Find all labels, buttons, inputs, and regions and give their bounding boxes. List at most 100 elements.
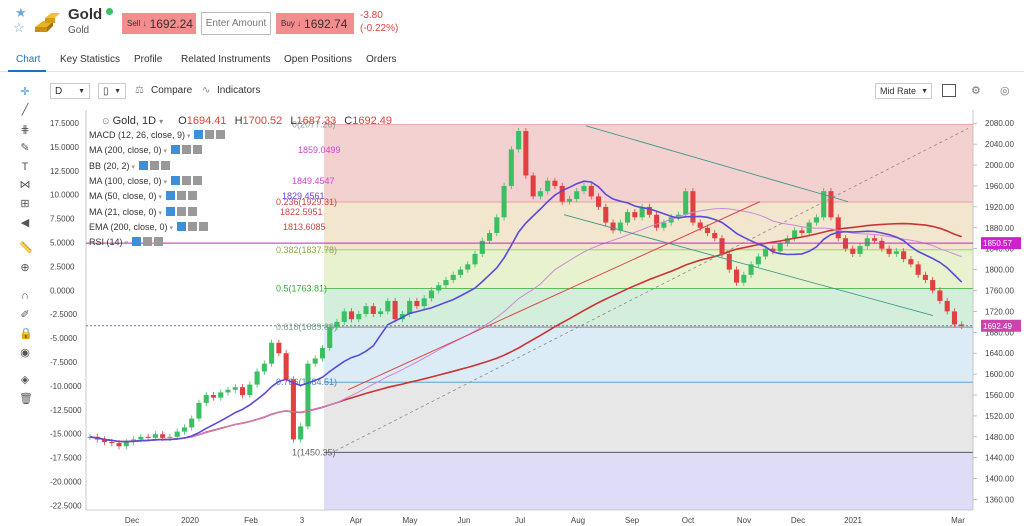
stay-drawing-icon[interactable]: ✐ [20,309,30,321]
lock-icon[interactable]: 🔒 [19,328,33,340]
fullscreen-icon[interactable] [942,84,956,97]
projection-tool-icon[interactable]: ⊞ [20,198,30,210]
time-axis-tick: Dec [125,516,139,525]
pattern-tool-icon[interactable]: ⋈ [19,179,31,191]
indicator-legend-row[interactable]: RSI (14) ▾ [89,237,163,247]
sell-button[interactable]: Sell ↓ 1692.24 [122,13,196,34]
indicator-close-icon[interactable] [160,160,170,170]
indicator-gear-icon[interactable] [176,206,186,216]
ma200-line [89,207,962,443]
indicator-gear-icon[interactable] [176,191,186,201]
indicator-name: MA (50, close, 0) [89,191,157,202]
price-type-select[interactable]: Mid Rate ▼ [875,83,932,99]
indicator-legend-row[interactable]: MA (21, close, 0) ▾ [89,206,197,217]
chevron-down-icon[interactable]: ▾ [161,178,169,186]
layers-icon[interactable]: ◈ [20,374,30,386]
magnet-icon[interactable]: ∩ [21,290,29,302]
indicator-eye-icon[interactable] [138,160,148,170]
zoom-in-icon[interactable]: ⊕ [20,262,30,274]
tab-orders[interactable]: Orders [366,54,397,65]
chevron-down-icon[interactable]: ▾ [161,148,169,156]
fib-zone [324,249,973,289]
candle-body [407,300,413,314]
candle-body [457,269,464,275]
trendline-icon[interactable]: ╱ [21,104,29,116]
indicator-gear-icon[interactable] [149,160,159,170]
indicator-eye-icon[interactable] [176,221,186,231]
chevron-down-icon[interactable]: ▾ [156,194,164,202]
indicator-close-icon[interactable] [216,130,226,139]
indicator-legend-row[interactable]: MA (200, close, 0) ▾ [89,145,202,155]
chevron-down-icon[interactable]: ▾ [185,133,193,140]
watchlist-star-icon[interactable]: ★ [15,5,27,20]
trash-icon[interactable]: 🗑 [19,393,33,405]
alert-star-outline-icon[interactable]: ☆ [13,20,25,35]
indicator-name: RSI (14) [89,237,123,248]
macd-axis-tick: 0.0000 [50,286,75,295]
text-tool-icon[interactable]: T [21,161,29,173]
indicator-legend-row[interactable]: EMA (200, close, 0) ▾ [89,221,208,232]
indicator-close-icon[interactable] [198,221,208,231]
ruler-icon[interactable]: 📏 [19,242,33,254]
candle-body [436,285,442,291]
indicator-close-icon[interactable] [187,191,197,201]
instrument-header: ★ ☆ Gold Gold Sell ↓ 1692.24 Enter Amoun… [0,0,1024,44]
candle-body [654,214,660,228]
fib-level-label: 0.236(1929.31) [276,197,337,207]
indicator-legend-row[interactable]: MA (100, close, 0) ▾ [89,175,202,186]
eye-icon[interactable]: ◉ [20,347,30,359]
indicator-eye-icon[interactable] [131,237,141,247]
indicator-close-icon[interactable] [187,206,197,216]
crosshair-icon[interactable]: ✛ [20,86,30,98]
brush-icon[interactable]: ✎ [20,142,30,154]
candle-body [930,280,936,291]
indicator-gear-icon[interactable] [187,221,197,231]
chevron-down-icon[interactable]: ▾ [129,163,137,171]
indicator-close-icon[interactable] [192,175,202,185]
back-arrow-icon[interactable]: ◀ [20,217,30,229]
indicator-legend-row[interactable]: MA (50, close, 0) ▾ [89,191,197,201]
compare-button[interactable]: Compare [151,85,193,96]
chevron-down-icon[interactable]: ▾ [159,117,164,126]
indicator-close-icon[interactable] [153,237,163,247]
indicator-eye-icon[interactable] [165,206,175,216]
buy-button[interactable]: Buy ↓ 1692.74 [276,13,354,34]
tab-profile[interactable]: Profile [134,54,163,65]
indicator-close-icon[interactable] [192,145,202,155]
chevron-down-icon[interactable]: ▾ [167,224,175,232]
candle-body [893,251,899,254]
tab-open-positions[interactable]: Open Positions [284,54,352,65]
indicator-eye-icon[interactable] [165,191,175,201]
indicator-legend-row[interactable]: BB (20, 2) ▾ [89,160,170,171]
candle-body [741,274,747,283]
screenshot-camera-icon[interactable]: ◎ [1000,85,1010,97]
chevron-down-icon[interactable]: ▾ [156,209,164,217]
candle-body [763,248,769,257]
chevron-down-icon[interactable]: ▾ [122,240,130,248]
indicator-legend-row[interactable]: MACD (12, 26, close, 9) ▾ [89,130,226,140]
candle-body [726,253,732,270]
fib-tool-icon[interactable]: ⋕ [20,124,30,136]
amount-input[interactable]: Enter Amount [201,12,271,35]
price-chart[interactable]: 0(2077.26) 0.236(1929.31) 0.382(1837.78) 0.… [48,110,1024,526]
tab-key-statistics[interactable]: Key Statistics [60,54,121,65]
candle-body [530,175,536,197]
indicator-gear-icon[interactable] [205,130,215,139]
indicator-gear-icon[interactable] [142,237,152,247]
chart-type-select[interactable]: ▯ ▼ [98,83,126,99]
macd-axis-tick: 7.5000 [50,215,75,224]
collapse-chevron-icon[interactable]: ⊙ [102,116,110,126]
indicator-eye-icon[interactable] [194,130,204,139]
indicator-eye-icon[interactable] [170,145,180,155]
settings-gear-icon[interactable]: ⚙ [971,85,981,97]
indicators-button[interactable]: Indicators [217,85,261,96]
tab-related-instruments[interactable]: Related Instruments [181,54,271,65]
candle-body [167,436,173,438]
fib-zone [324,382,973,453]
macd-axis-tick: 17.5000 [50,119,79,128]
tab-chart[interactable]: Chart [16,54,41,65]
indicator-gear-icon[interactable] [181,145,191,155]
indicator-gear-icon[interactable] [181,175,191,185]
interval-select[interactable]: D ▼ [50,83,90,99]
indicator-eye-icon[interactable] [170,175,180,185]
